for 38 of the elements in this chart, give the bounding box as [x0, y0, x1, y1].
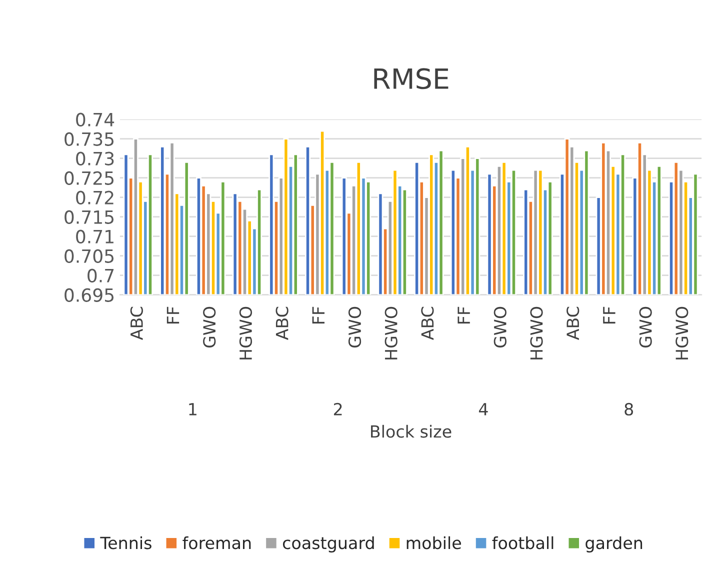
- legend-label: coastguard: [282, 536, 374, 552]
- y-tick-label: 0.735: [64, 132, 114, 146]
- text: 1: [189, 403, 196, 416]
- x-tick-label: HGWO: [384, 306, 398, 360]
- y-tick-label: 0.73: [76, 152, 114, 166]
- y-tick-label: 0.725: [64, 171, 114, 185]
- text: 4: [478, 403, 488, 416]
- legend-label: Tennis: [100, 536, 152, 550]
- x-tick-label: GWO: [494, 306, 506, 348]
- y-tick-label: 0.705: [64, 249, 114, 263]
- x-tick-label: ABC: [130, 306, 143, 340]
- legend-label: garden: [586, 536, 642, 552]
- chart-title: RMSE: [374, 68, 448, 90]
- text: 8: [624, 402, 634, 416]
- legend-label: mobile: [406, 536, 461, 550]
- x-tick-label: FF: [312, 306, 324, 324]
- x-tick-label: ABC: [276, 306, 288, 340]
- y-tick-label: 0.715: [64, 210, 114, 224]
- y-tick-label: 0.74: [76, 112, 114, 126]
- x-tick-label: FF: [458, 306, 470, 324]
- y-tick-label: 0.71: [76, 230, 114, 244]
- x-tick-label: GWO: [348, 306, 362, 348]
- y-tick-label: 0.72: [76, 190, 114, 204]
- x-tick-label: FF: [166, 306, 180, 324]
- legend-label: foreman: [182, 536, 251, 550]
- x-tick-label: ABC: [566, 306, 580, 340]
- x-tick-label: GWO: [639, 306, 652, 348]
- y-tick-label: 0.7: [88, 268, 114, 282]
- x-tick-label: HGWO: [530, 306, 543, 360]
- text: 2: [334, 402, 342, 416]
- x-tick-label: HGWO: [676, 306, 688, 360]
- legend-label: football: [492, 536, 554, 550]
- x-axis-title: Block size: [371, 424, 452, 438]
- x-tick-label: HGWO: [239, 306, 252, 360]
- x-tick-label: ABC: [421, 306, 434, 340]
- x-tick-label: GWO: [203, 306, 216, 348]
- x-tick-label: FF: [603, 306, 616, 324]
- y-tick-label: 0.695: [64, 288, 114, 302]
